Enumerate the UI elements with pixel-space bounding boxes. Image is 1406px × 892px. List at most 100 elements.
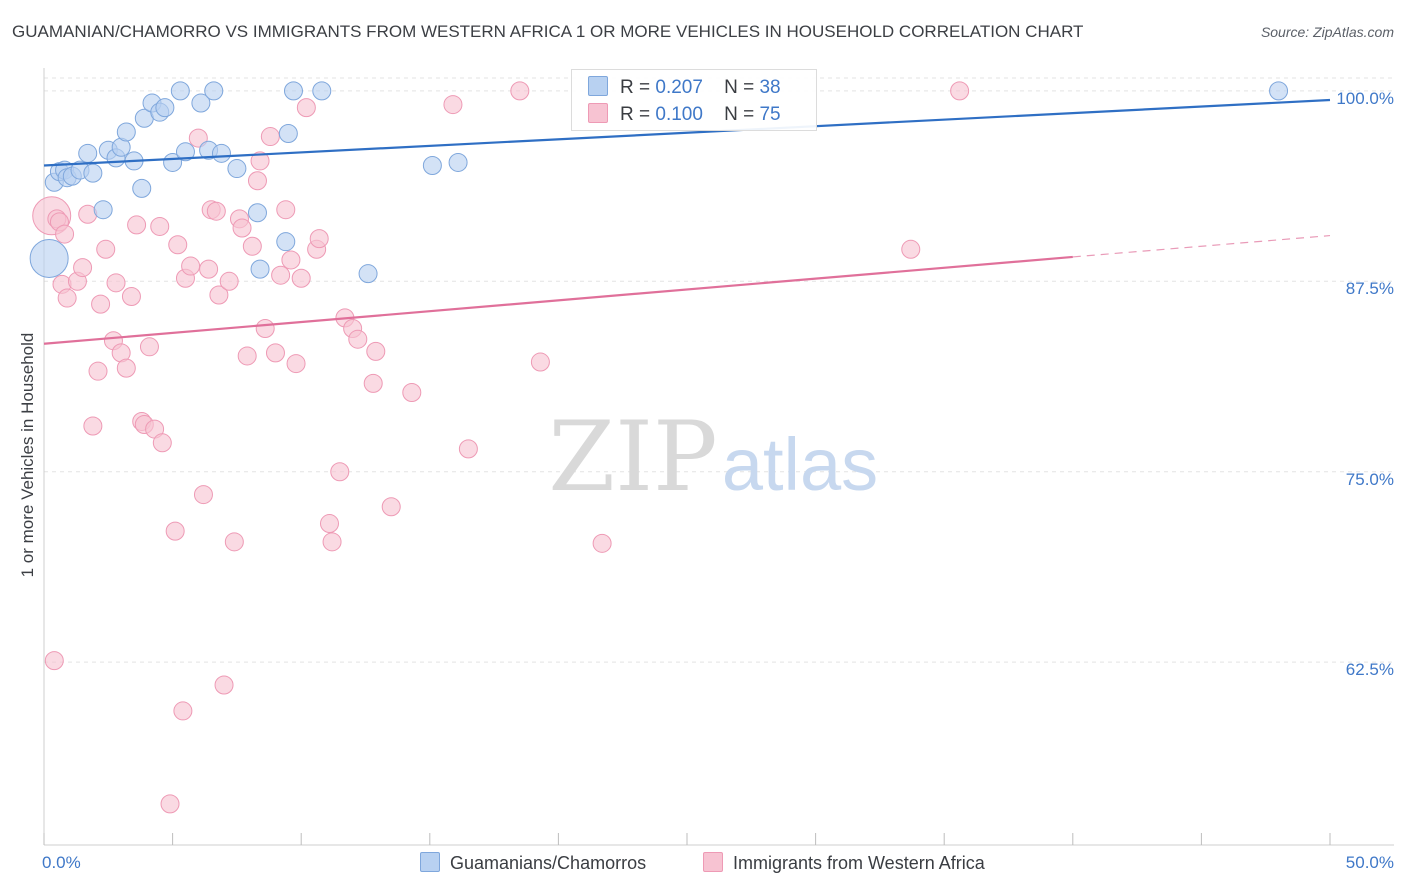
series-legend-blue-label: Guamanians/Chamorros xyxy=(450,853,647,873)
legend-row-pink: R = 0.100 N = 75 xyxy=(588,103,781,125)
pink-point xyxy=(96,239,116,259)
pink-point xyxy=(276,200,296,220)
pink-point xyxy=(348,329,368,349)
stats-legend: R = 0.207 N = 38 R = 0.100 N = 75 xyxy=(571,69,817,131)
legend-pink-r-label: R = xyxy=(620,104,651,125)
blue-series-points xyxy=(29,81,1289,284)
series-legend-pink-label: Immigrants from Western Africa xyxy=(733,853,985,873)
source-label: Source: ZipAtlas.com xyxy=(1260,24,1394,40)
blue-point xyxy=(78,143,98,163)
y-tick-label: 87.5% xyxy=(1345,279,1394,299)
watermark-atlas: atlas xyxy=(722,423,878,506)
pink-point xyxy=(44,651,64,671)
blue-swatch xyxy=(588,76,608,96)
blue-point xyxy=(276,232,296,252)
pink-point xyxy=(242,236,262,256)
pink-point xyxy=(232,218,252,238)
series-legend-pink: Immigrants from Western Africa xyxy=(703,852,985,874)
blue-point xyxy=(358,264,378,284)
pink-point xyxy=(381,497,401,517)
blue-point xyxy=(93,200,113,220)
series-legend-blue: Guamanians/Chamorros xyxy=(420,852,646,874)
pink-point xyxy=(363,373,383,393)
pink-point xyxy=(237,346,257,366)
pink-point xyxy=(55,224,75,244)
grid-lines xyxy=(44,77,1394,663)
pink-point xyxy=(150,216,170,236)
blue-point xyxy=(155,98,175,118)
pink-point xyxy=(160,794,180,814)
legend-pink-n-label: N = xyxy=(724,104,755,125)
pink-point xyxy=(510,81,530,101)
pink-point xyxy=(168,235,188,255)
y-tick-label: 75.0% xyxy=(1345,469,1394,489)
pink-point xyxy=(309,229,329,249)
pink-point xyxy=(165,521,185,541)
pink-point xyxy=(319,514,339,534)
blue-point xyxy=(448,152,468,172)
pink-point xyxy=(265,343,285,363)
pink-point xyxy=(530,352,550,372)
legend-pink-r-value: 0.100 xyxy=(655,104,703,125)
pink-point xyxy=(901,239,921,259)
pink-point xyxy=(73,258,93,278)
blue-point xyxy=(132,178,152,198)
pink-point xyxy=(91,294,111,314)
legend-blue-r-label: R = xyxy=(620,77,651,98)
pink-point xyxy=(116,358,136,378)
x-tick-max: 50.0% xyxy=(1345,853,1394,872)
pink-point xyxy=(224,532,244,552)
blue-point xyxy=(312,81,332,101)
pink-point xyxy=(173,701,193,721)
blue-point xyxy=(116,122,136,142)
blue-point xyxy=(29,238,69,278)
pink-point xyxy=(260,127,280,147)
pink-point xyxy=(214,675,234,695)
pink-point xyxy=(291,268,311,288)
chart-title: GUAMANIAN/CHAMORRO VS IMMIGRANTS FROM WE… xyxy=(12,22,1084,41)
blue-point xyxy=(83,163,103,183)
pink-point xyxy=(181,256,201,276)
pink-point xyxy=(271,265,291,285)
pink-point xyxy=(193,485,213,505)
pink-point xyxy=(88,361,108,381)
pink-point xyxy=(57,288,77,308)
legend-blue-r-value: 0.207 xyxy=(655,77,703,98)
pink-point xyxy=(199,259,219,279)
series-legend-pink-swatch xyxy=(703,852,723,872)
pink-point xyxy=(458,439,478,459)
pink-point xyxy=(286,354,306,374)
legend-pink-n-value: 75 xyxy=(759,104,781,125)
blue-point xyxy=(422,156,442,176)
blue-point xyxy=(283,81,303,101)
watermark: ZIP atlas xyxy=(548,401,878,513)
pink-point xyxy=(219,271,239,291)
pink-point xyxy=(152,433,172,453)
pink-point xyxy=(281,250,301,270)
blue-point xyxy=(211,143,231,163)
x-tick-min: 0.0% xyxy=(42,853,81,872)
pink-series-points xyxy=(32,81,970,814)
y-tick-label: 62.5% xyxy=(1345,660,1394,680)
pink-point xyxy=(402,383,422,403)
blue-point xyxy=(191,93,211,113)
pink-point xyxy=(950,81,970,101)
pink-point xyxy=(83,416,103,436)
y-axis-label: 1 or more Vehicles in Household xyxy=(18,332,37,578)
axes xyxy=(43,68,1394,846)
pink-point xyxy=(209,285,229,305)
blue-point xyxy=(204,81,224,101)
pink-point xyxy=(296,98,316,118)
series-legend: Guamanians/Chamorros Immigrants from Wes… xyxy=(0,852,1406,878)
blue-point xyxy=(250,259,270,279)
pink-point xyxy=(206,201,226,221)
pink-point xyxy=(188,128,208,148)
pink-trend-line xyxy=(43,255,1073,345)
pink-point xyxy=(139,337,159,357)
pink-point xyxy=(250,151,270,171)
legend-row-blue: R = 0.207 N = 38 xyxy=(588,76,781,98)
blue-point xyxy=(227,159,247,179)
pink-point xyxy=(121,287,141,307)
y-tick-label: 100.0% xyxy=(1336,88,1394,108)
